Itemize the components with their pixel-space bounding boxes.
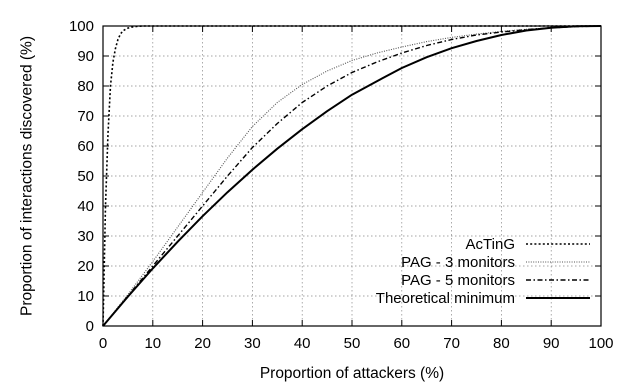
x-tick-label: 20 [194, 335, 211, 352]
series-line-pag-3-monitors [102, 25, 602, 327]
y-tick-label: 20 [77, 258, 94, 275]
y-tick-label: 70 [77, 108, 94, 125]
y-tick-label: 0 [86, 318, 94, 335]
y-axis-label: Proportion of interactions discovered (%… [19, 36, 36, 316]
legend-label-theoretical-minimum: Theoretical minimum [376, 290, 515, 307]
grid-lines [103, 26, 601, 326]
x-tick-label: 70 [443, 335, 460, 352]
x-tick-label: 0 [99, 335, 107, 352]
y-tick-label: 50 [77, 168, 94, 185]
series-lines [102, 25, 602, 327]
x-tick-label: 30 [244, 335, 261, 352]
tick-labels: 0 10 20 30 40 50 60 70 80 90 100 0 10 20 30 40 50 60 70 80 9… [69, 18, 614, 352]
series-line-pag-5-monitors [102, 25, 602, 327]
x-axis-label: Proportion of attackers (%) [260, 365, 444, 382]
axis-ticks [102, 25, 602, 327]
x-tick-label: 60 [393, 335, 410, 352]
y-tick-label: 100 [69, 18, 94, 35]
y-tick-label: 30 [77, 228, 94, 245]
y-tick-label: 40 [77, 198, 94, 215]
y-tick-label: 80 [77, 78, 94, 95]
x-tick-label: 50 [344, 335, 361, 352]
series-line-theoretical-minimum [102, 25, 602, 327]
y-tick-label: 60 [77, 138, 94, 155]
series-line-acting [102, 25, 601, 327]
x-tick-label: 10 [144, 335, 161, 352]
x-tick-label: 40 [294, 335, 311, 352]
legend-label-pag-5-monitors: PAG - 5 monitors [401, 272, 515, 289]
x-tick-label: 100 [588, 335, 613, 352]
y-tick-label: 10 [77, 288, 94, 305]
x-tick-label: 90 [543, 335, 560, 352]
legend-label-pag-3-monitors: PAG - 3 monitors [401, 254, 515, 271]
legend-label-acting: AcTinG [466, 236, 515, 253]
x-tick-label: 80 [493, 335, 510, 352]
y-tick-label: 90 [77, 48, 94, 65]
